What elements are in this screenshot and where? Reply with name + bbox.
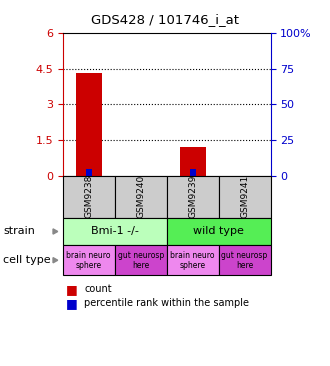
- Text: wild type: wild type: [193, 227, 244, 236]
- Text: GSM9240: GSM9240: [136, 175, 145, 219]
- Text: ■: ■: [66, 283, 78, 296]
- Text: brain neuro
sphere: brain neuro sphere: [66, 250, 111, 270]
- Text: gut neurosp
here: gut neurosp here: [117, 250, 164, 270]
- Text: GSM9241: GSM9241: [240, 175, 249, 219]
- Text: GDS428 / 101746_i_at: GDS428 / 101746_i_at: [91, 13, 239, 26]
- Text: GSM9238: GSM9238: [84, 175, 93, 219]
- Text: Bmi-1 -/-: Bmi-1 -/-: [91, 227, 139, 236]
- Bar: [76, 74, 102, 176]
- Text: GSM9239: GSM9239: [188, 175, 197, 219]
- Bar: [189, 168, 196, 176]
- Text: ■: ■: [66, 296, 78, 310]
- Text: percentile rank within the sample: percentile rank within the sample: [84, 298, 249, 308]
- Text: brain neuro
sphere: brain neuro sphere: [170, 250, 215, 270]
- Text: cell type: cell type: [3, 255, 51, 265]
- Bar: [180, 147, 206, 176]
- Text: strain: strain: [3, 227, 35, 236]
- Bar: [85, 168, 92, 176]
- Text: count: count: [84, 284, 112, 294]
- Text: gut neurosp
here: gut neurosp here: [221, 250, 268, 270]
